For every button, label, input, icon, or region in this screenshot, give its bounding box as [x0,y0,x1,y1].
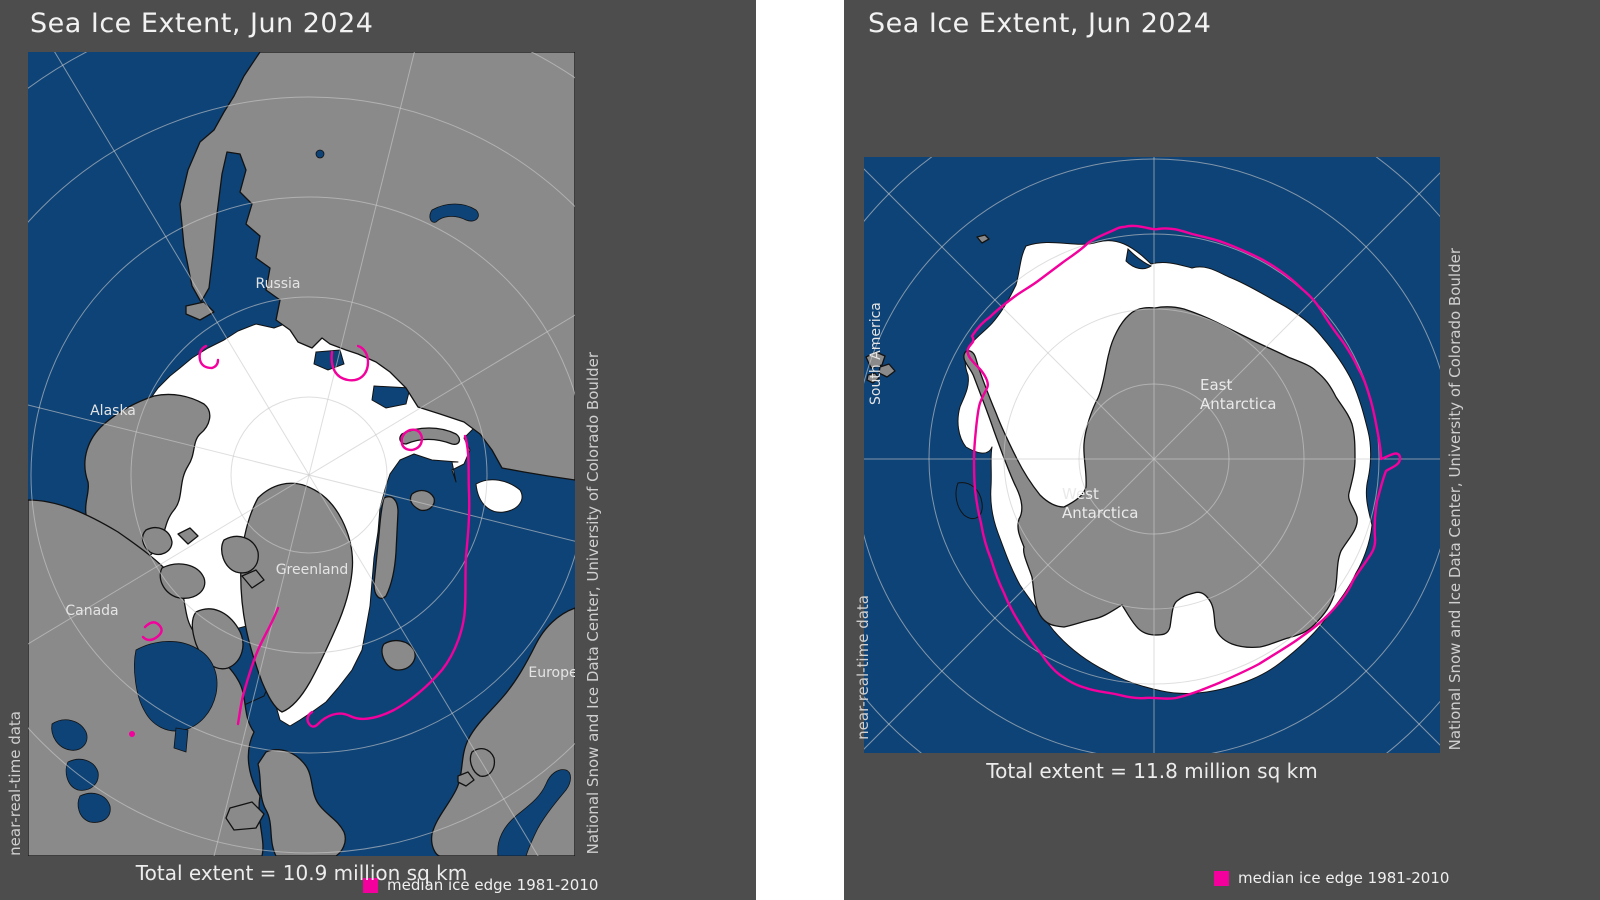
label-east-antarctica-line2: Antarctica [1200,395,1276,413]
label-east-antarctica-line1: East [1200,376,1232,394]
james-bay [173,727,189,753]
ireland-island [457,771,475,787]
antarctic-panel: Sea Ice Extent, Jun 2024 [844,0,1600,900]
label-russia: Russia [255,276,300,292]
newfoundland-island [225,801,265,831]
arctic-map: Russia Alaska Canada Greenland Europe me… [28,52,598,894]
franz-josef-ice-patch [475,479,523,513]
arctic-map-svg: Russia Alaska Canada Greenland Europe [28,52,575,856]
greenland-landmass [240,482,354,713]
iceland-island [381,639,416,671]
arctic-archipelago-islet-1 [241,569,265,589]
median-edge-swatch [363,877,378,893]
arctic-legend: median ice edge 1981-2010 [363,876,598,894]
arctic-median-ice-edge-line [129,344,471,737]
arctic-archipelago-islet-2 [177,527,199,545]
north-coastal-bite [1125,247,1153,270]
victoria-island [159,563,206,599]
antarctic-total-extent: Total extent = 11.8 million sq km [986,759,1318,783]
antarctic-graticule [864,157,1440,753]
novaya-zemlya-island [373,496,399,599]
label-europe: Europe [528,665,575,681]
arctic-legend-label: median ice edge 1981-2010 [387,876,599,894]
south-orkney-islet [976,234,990,244]
quebec-labrador-landmass [257,749,346,856]
russia-landmass [179,52,575,481]
lake-winnipeg [77,792,111,823]
label-west-antarctica-line2: Antarctica [1062,504,1138,522]
antarctica-landmass [963,306,1358,649]
south-america-tip-island-3 [866,372,880,384]
label-canada: Canada [65,603,118,619]
antarctic-legend-label: median ice edge 1981-2010 [1238,869,1450,887]
ob-gulf [429,203,479,223]
wrangel-island [185,301,215,321]
ellesmere-island [221,535,259,574]
great-bear-lake [51,719,88,751]
arctic-attribution: National Snow and Ice Data Center, Unive… [584,351,602,854]
siberian-lake [315,149,325,159]
antarctic-map-svg: East Antarctica West Antarctica South Am… [864,157,1440,753]
arctic-total-extent: Total extent = 10.9 million sq km [135,861,468,885]
arctic-nrt-note: near-real-time data [6,711,24,856]
svalbard-islands [409,489,435,512]
hudson-bay [134,641,218,732]
median-edge-swatch [1214,870,1229,886]
label-south-america: South America [868,302,884,405]
antarctic-legend: median ice edge 1981-2010 [1214,869,1449,887]
banks-island [141,527,173,556]
antarctic-title: Sea Ice Extent, Jun 2024 [868,8,1212,39]
antarctic-median-ice-edge-line [966,224,1402,700]
great-slave-lake [65,758,99,791]
baltic-sea [497,769,571,856]
arctic-title: Sea Ice Extent, Jun 2024 [30,8,374,39]
antarctic-map: East Antarctica West Antarctica South Am… [864,157,1449,887]
antarctic-attribution: National Snow and Ice Data Center, Unive… [1446,247,1464,750]
label-greenland: Greenland [276,562,349,578]
label-alaska: Alaska [90,403,136,419]
antarctic-nrt-note: near-real-time data [854,595,872,740]
label-west-antarctica-line1: West [1062,485,1099,503]
arctic-graticule [28,52,575,856]
british-isles [469,747,496,777]
south-america-tip-island-1 [865,351,886,369]
laptev-bay [371,385,411,409]
south-america-tip-island-2 [878,363,896,378]
median-edge-dot [129,731,135,737]
arctic-panel: Sea Ice Extent, Jun 2024 [0,0,756,900]
